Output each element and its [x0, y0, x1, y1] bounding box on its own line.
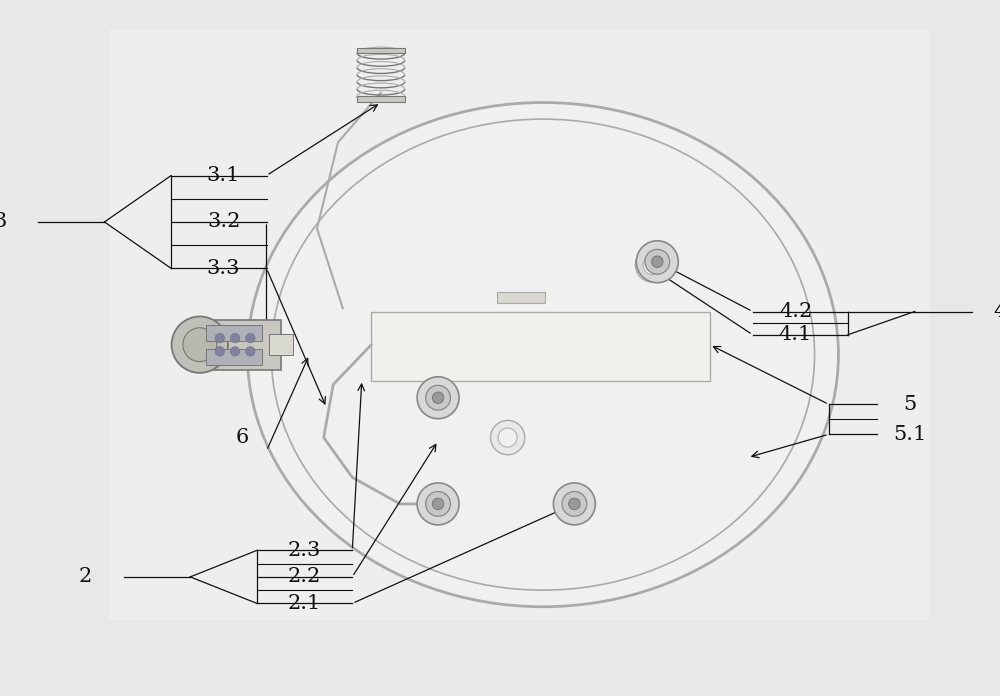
Circle shape [636, 241, 678, 283]
Bar [371, 312, 710, 381]
Circle shape [246, 333, 255, 343]
Circle shape [215, 347, 225, 356]
Circle shape [230, 333, 240, 343]
Bar [109, 29, 929, 620]
Circle shape [172, 317, 228, 373]
Text: 6: 6 [236, 428, 249, 447]
Text: 3: 3 [0, 212, 6, 232]
Circle shape [417, 483, 459, 525]
Text: 3.3: 3.3 [207, 259, 240, 278]
Bar [357, 48, 405, 53]
Text: 3.1: 3.1 [207, 166, 240, 185]
Circle shape [426, 491, 450, 516]
Circle shape [490, 420, 525, 454]
Text: 2.3: 2.3 [288, 541, 321, 560]
Circle shape [246, 347, 255, 356]
Ellipse shape [247, 102, 838, 607]
Text: 3.2: 3.2 [207, 212, 240, 232]
Text: 4.1: 4.1 [779, 325, 812, 345]
Circle shape [569, 498, 580, 509]
Text: 2.1: 2.1 [288, 594, 321, 613]
Circle shape [562, 491, 587, 516]
Circle shape [553, 483, 595, 525]
Circle shape [426, 386, 450, 410]
Bar [357, 96, 405, 102]
Circle shape [643, 255, 662, 275]
Text: 4.2: 4.2 [779, 302, 812, 321]
Circle shape [645, 249, 670, 274]
Text: 5: 5 [903, 395, 917, 414]
Bar [100, 23, 938, 626]
Circle shape [432, 392, 444, 404]
Bar [195, 319, 281, 370]
Bar [206, 349, 262, 365]
Circle shape [417, 377, 459, 419]
Circle shape [498, 428, 517, 447]
Circle shape [230, 347, 240, 356]
Circle shape [432, 498, 444, 509]
Text: 2: 2 [79, 567, 92, 586]
Bar [269, 334, 293, 355]
Text: 4: 4 [994, 302, 1000, 321]
Circle shape [183, 328, 217, 362]
Circle shape [635, 248, 670, 283]
Text: 2.2: 2.2 [288, 567, 321, 586]
Circle shape [652, 256, 663, 267]
Circle shape [215, 333, 225, 343]
Bar [497, 292, 545, 303]
Bar [206, 325, 262, 341]
Text: 5.1: 5.1 [893, 425, 927, 444]
